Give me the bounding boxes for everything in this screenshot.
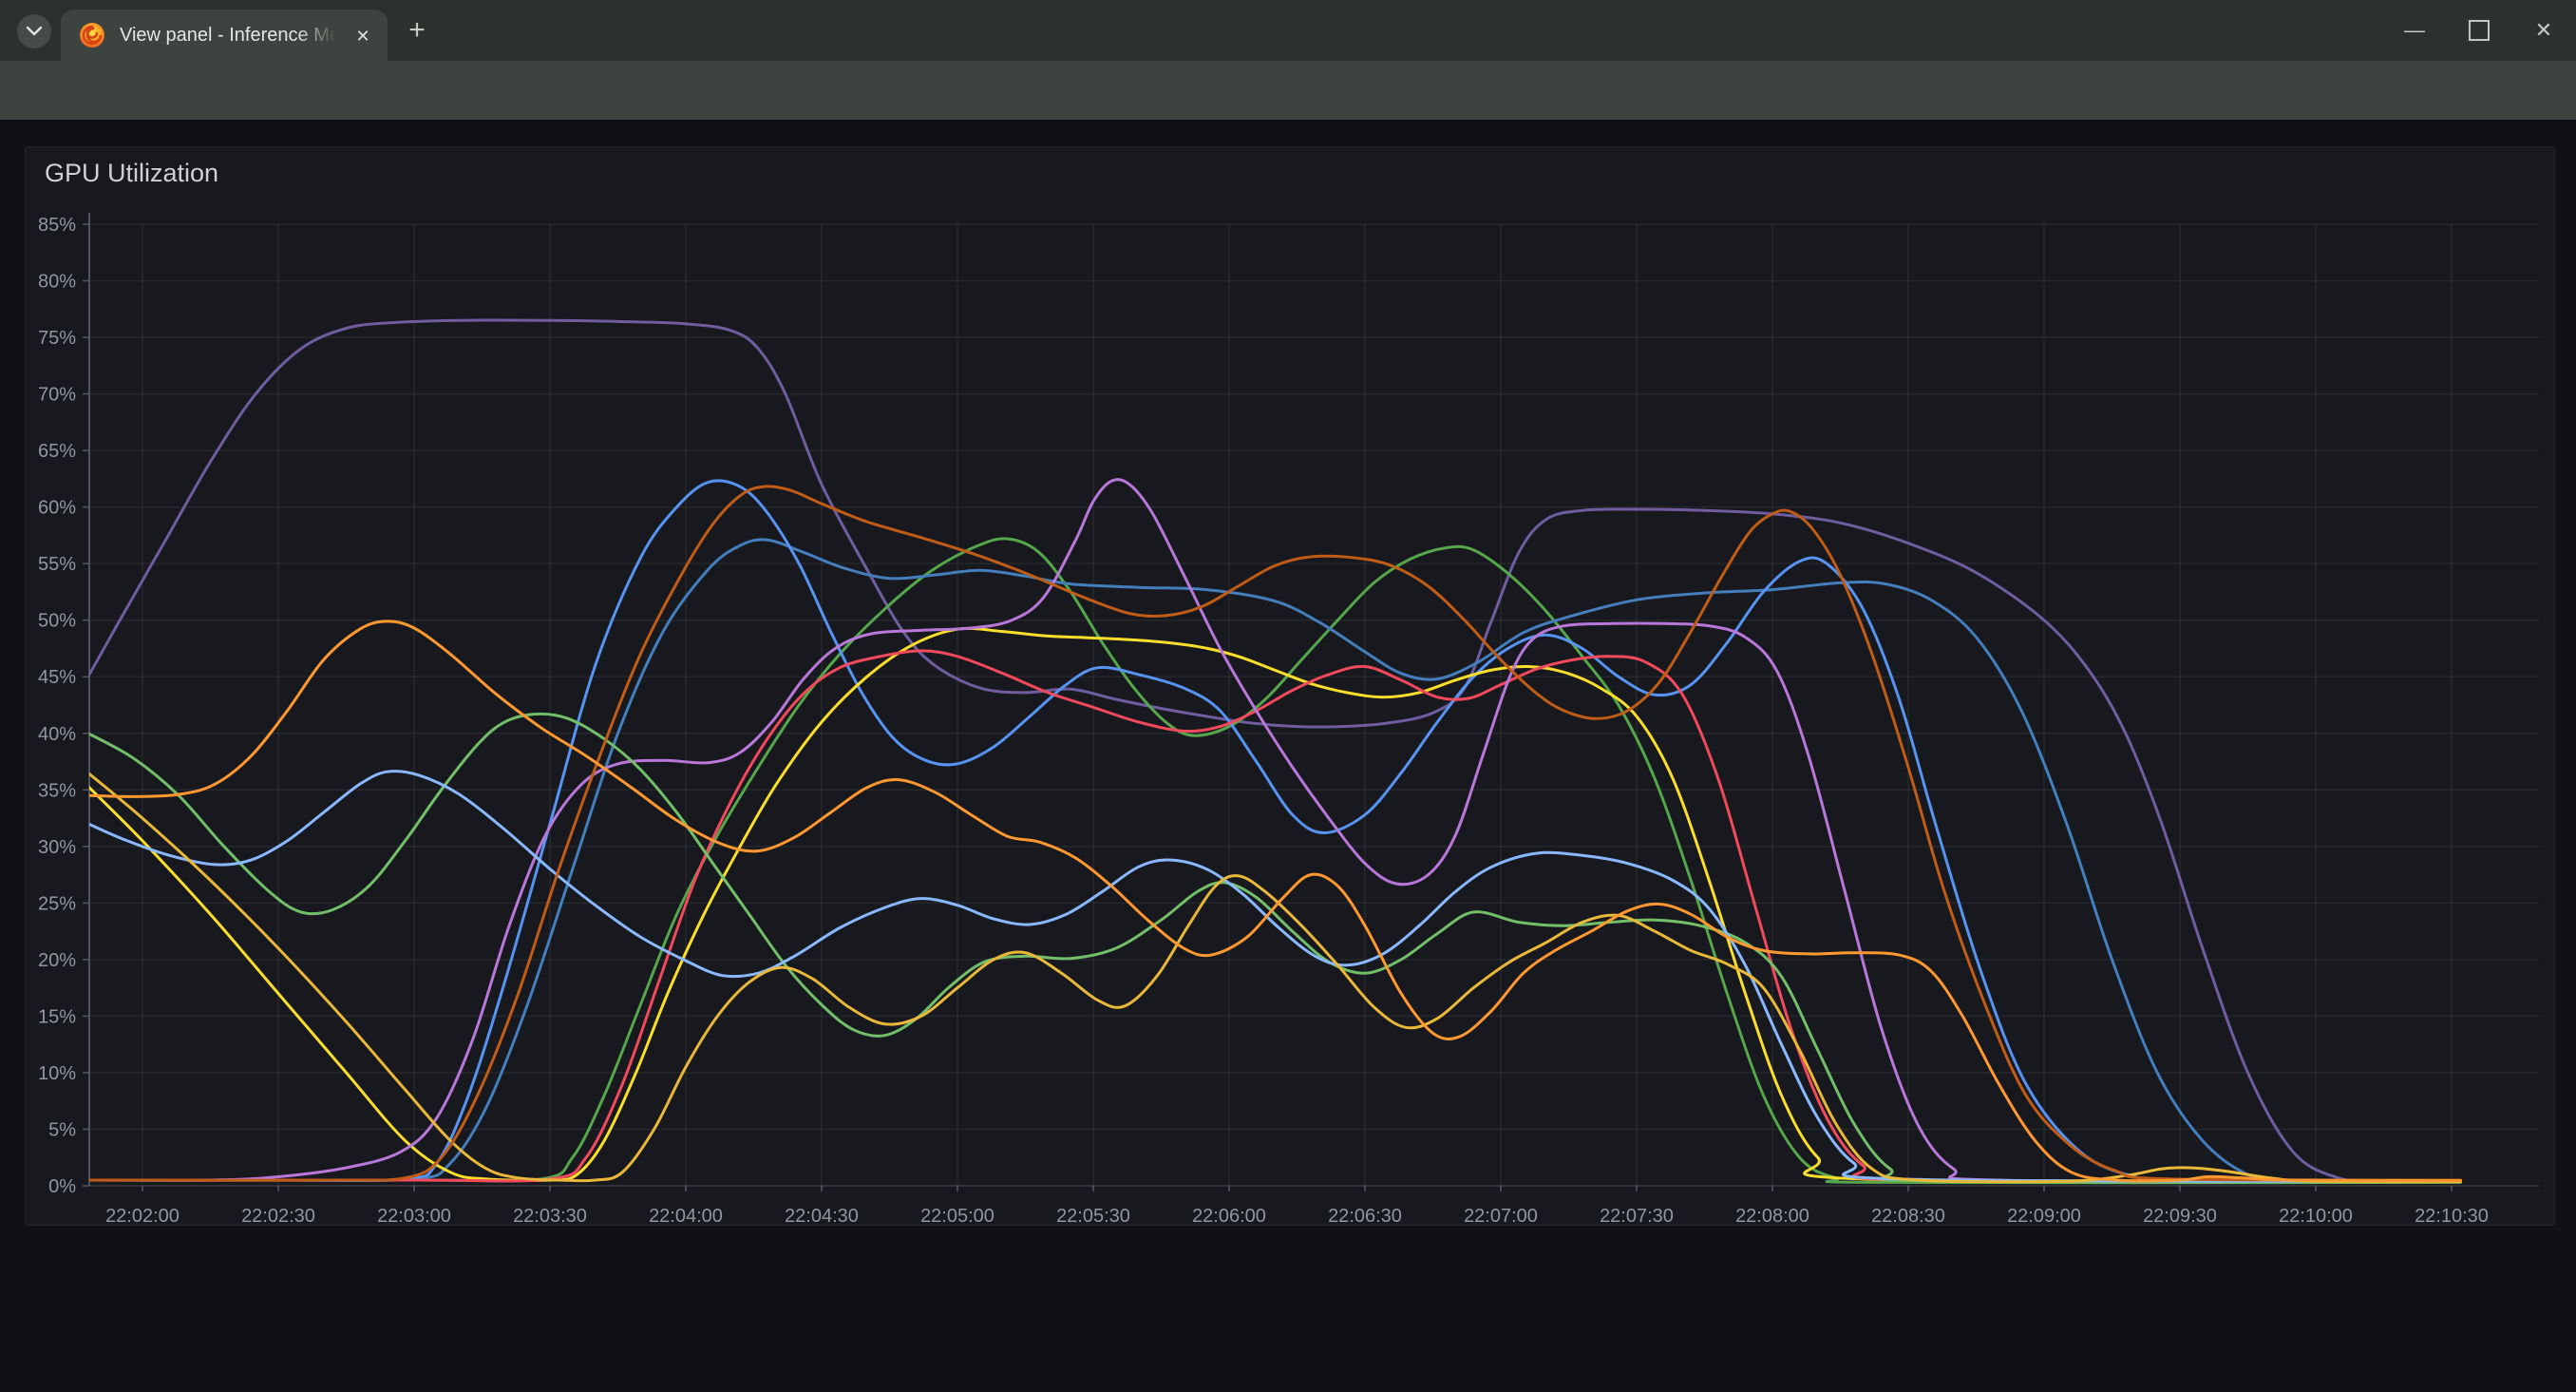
- x-axis-label: 22:09:30: [2143, 1206, 2217, 1225]
- y-axis-label: 50%: [38, 611, 76, 632]
- close-window-button[interactable]: ✕: [2534, 18, 2553, 42]
- x-axis-label: 22:10:30: [2415, 1206, 2489, 1225]
- new-tab-button[interactable]: +: [408, 14, 426, 46]
- x-axis-label: 22:06:30: [1328, 1206, 1402, 1225]
- grafana-favicon: [80, 23, 104, 48]
- y-axis-label: 70%: [38, 385, 76, 406]
- x-axis-label: 22:07:00: [1464, 1206, 1538, 1225]
- x-axis-label: 22:04:30: [785, 1206, 859, 1225]
- y-axis-label: 40%: [38, 724, 76, 745]
- maximize-button[interactable]: [2447, 0, 2511, 61]
- browser-toolbar: i 127.0.0.1:8080/d/fdklsxg5qqyo0c/infere…: [0, 61, 2576, 173]
- x-axis-label: 22:06:00: [1192, 1206, 1266, 1225]
- x-axis-label: 22:09:00: [2007, 1206, 2081, 1225]
- x-axis-label: 22:05:30: [1056, 1206, 1130, 1225]
- x-axis-label: 22:05:00: [920, 1206, 994, 1225]
- y-axis-label: 45%: [38, 667, 76, 688]
- maximize-icon: [2469, 20, 2490, 41]
- series-orange: [89, 620, 2462, 1183]
- y-axis-label: 5%: [48, 1119, 76, 1140]
- y-axis-label: 30%: [38, 837, 76, 858]
- y-axis-label: 25%: [38, 893, 76, 914]
- y-axis-label: 15%: [38, 1006, 76, 1027]
- chevron-down-icon: [26, 26, 43, 36]
- series-violet: [89, 318, 2462, 1184]
- tab-title: View panel - Inference Metrics: [120, 24, 336, 46]
- y-axis-label: 10%: [38, 1063, 76, 1084]
- series-rust: [89, 485, 2462, 1182]
- y-axis-label: 20%: [38, 950, 76, 971]
- series-steel-blue: [89, 538, 2462, 1184]
- y-axis-label: 0%: [48, 1176, 76, 1197]
- y-axis-label: 80%: [38, 272, 76, 293]
- series-soft-green: [89, 712, 2462, 1184]
- axes: [83, 213, 2539, 1192]
- x-axis-label: 22:10:00: [2279, 1206, 2353, 1225]
- gpu-utilization-panel: 0% 5% 10% 15% 20% 25% 30% 35% 40% 45% 50% 55% 60% 65%…: [25, 146, 2555, 1226]
- y-axis-label: 65%: [38, 441, 76, 462]
- window-controls: — ✕: [2382, 0, 2576, 61]
- tab-strip: View panel - Inference Metrics ✕ + — ✕: [0, 0, 2576, 61]
- y-axis-label: 55%: [38, 554, 76, 575]
- series-gold: [89, 772, 2462, 1184]
- x-axis-label: 22:08:30: [1871, 1206, 1945, 1225]
- axis-labels: 0% 5% 10% 15% 20% 25% 30% 35% 40% 45% 50% 55% 60% 65%…: [38, 215, 2489, 1225]
- y-axis-label: 35%: [38, 780, 76, 801]
- x-axis-label: 22:02:30: [241, 1206, 315, 1225]
- gpu-utilization-chart[interactable]: 0% 5% 10% 15% 20% 25% 30% 35% 40% 45% 50% 55% 60% 65%…: [26, 147, 2554, 1225]
- series-periwinkle: [89, 770, 2462, 1183]
- tab-view-panel[interactable]: View panel - Inference Metrics ✕: [61, 10, 388, 61]
- grid-lines: [89, 223, 2539, 1187]
- x-axis-label: 22:03:00: [377, 1206, 451, 1225]
- tab-close-button[interactable]: ✕: [355, 27, 370, 46]
- panel-title: GPU Utilization: [45, 159, 219, 187]
- y-axis-label: 60%: [38, 498, 76, 519]
- y-axis-label: 75%: [38, 328, 76, 349]
- x-axis-label: 22:02:00: [105, 1206, 180, 1225]
- x-axis-label: 22:08:00: [1735, 1206, 1809, 1225]
- x-axis-label: 22:07:30: [1600, 1206, 1674, 1225]
- tab-search-button[interactable]: [17, 14, 51, 48]
- grafana-kiosk-page: 0% 5% 10% 15% 20% 25% 30% 35% 40% 45% 50% 55% 60% 65%…: [0, 120, 2576, 1392]
- minimize-button[interactable]: —: [2404, 18, 2425, 42]
- series-royal-blue: [89, 479, 2462, 1184]
- x-axis-label: 22:03:30: [513, 1206, 587, 1225]
- x-axis-label: 22:04:00: [649, 1206, 723, 1225]
- series-lines: [89, 318, 2462, 1185]
- series-bright-yellow: [89, 626, 2462, 1183]
- y-axis-label: 85%: [38, 215, 76, 236]
- series-orchid: [89, 478, 2462, 1183]
- series-medium-green: [89, 537, 2462, 1185]
- series-red: [89, 649, 2462, 1184]
